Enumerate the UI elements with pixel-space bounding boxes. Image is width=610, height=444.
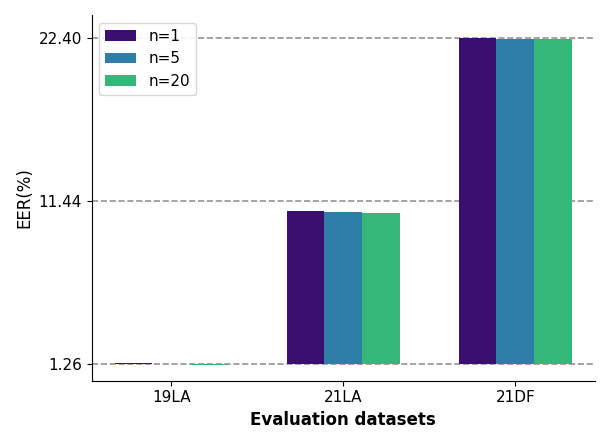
Bar xyxy=(362,213,400,365)
Bar xyxy=(534,39,572,365)
Bar xyxy=(325,212,362,365)
Bar xyxy=(497,39,534,365)
Bar xyxy=(459,38,497,365)
Legend: n=1, n=5, n=20: n=1, n=5, n=20 xyxy=(99,23,196,95)
X-axis label: Evaluation datasets: Evaluation datasets xyxy=(251,411,436,429)
Y-axis label: EER(%): EER(%) xyxy=(15,167,33,228)
Bar xyxy=(115,363,152,365)
Bar xyxy=(287,210,325,365)
